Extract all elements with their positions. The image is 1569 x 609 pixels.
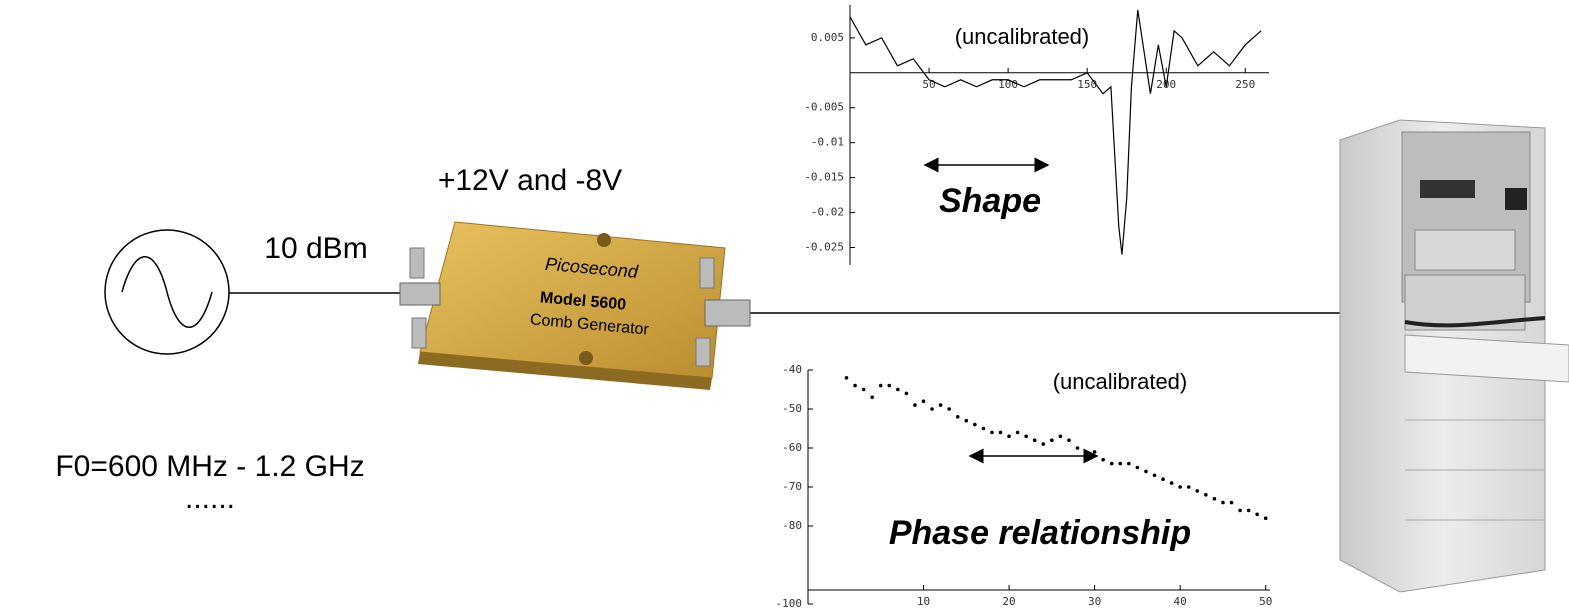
point <box>1084 450 1088 454</box>
point <box>1255 512 1259 517</box>
point <box>964 418 969 423</box>
point <box>861 387 866 392</box>
x-tick-label: 30 <box>1088 595 1101 608</box>
point <box>1067 438 1071 443</box>
point <box>853 383 857 388</box>
frequency-label: F0=600 MHz - 1.2 GHz <box>55 450 364 483</box>
point <box>1050 438 1054 443</box>
waveform <box>849 9 1262 255</box>
y-tick-label: -0.005 <box>804 101 844 114</box>
point <box>921 399 926 404</box>
point <box>990 430 994 435</box>
point <box>1075 446 1080 450</box>
y-tick-label: -0.02 <box>811 206 844 219</box>
point <box>1186 485 1191 489</box>
point <box>1195 489 1200 493</box>
point <box>1118 461 1123 466</box>
x-tick-label: 10 <box>917 595 930 608</box>
input-level: 10 dBm <box>264 232 367 265</box>
point <box>913 403 917 407</box>
x-tick-label: 50 <box>1259 595 1272 608</box>
point <box>1169 481 1174 485</box>
comb-generator: Picosecond Model 5600 Comb Generator <box>399 221 751 390</box>
point <box>1212 496 1217 501</box>
y-tick-label: -0.01 <box>811 136 844 149</box>
point <box>1135 465 1140 470</box>
point <box>947 407 951 411</box>
power-label: +12V and -8V <box>438 164 622 197</box>
point <box>1238 508 1242 513</box>
point <box>1058 434 1063 439</box>
annotation: (uncalibrated) <box>955 24 1090 49</box>
point <box>1263 516 1268 520</box>
signal-source <box>104 229 230 355</box>
point <box>973 422 977 427</box>
point <box>1101 457 1105 462</box>
y-tick-label: -70 <box>782 480 802 493</box>
y-tick-label: -80 <box>782 519 802 532</box>
point <box>1221 500 1225 505</box>
y-tick-label: -100 <box>776 597 803 609</box>
y-tick-label: -50 <box>782 402 802 415</box>
point <box>1161 477 1165 482</box>
point <box>955 415 960 419</box>
y-tick-label: -60 <box>782 441 802 454</box>
point <box>930 407 934 411</box>
annotation: Shape <box>939 182 1041 220</box>
point <box>1178 485 1182 489</box>
ellipsis: ...... <box>185 482 235 515</box>
point <box>870 395 874 400</box>
point <box>1152 473 1157 478</box>
y-tick-label: -0.025 <box>804 241 844 254</box>
point <box>1229 500 1234 505</box>
point <box>1007 434 1011 439</box>
point <box>938 403 943 407</box>
point <box>1109 461 1114 466</box>
point <box>1032 438 1037 443</box>
point <box>878 383 883 388</box>
annotation: (uncalibrated) <box>1053 369 1188 394</box>
point <box>1015 430 1020 435</box>
point <box>998 430 1003 435</box>
annotation: Phase relationship <box>889 514 1191 552</box>
point <box>1144 469 1148 474</box>
point <box>896 387 900 392</box>
y-tick-label: -40 <box>782 363 802 376</box>
x-tick-label: 20 <box>1002 595 1015 608</box>
y-tick-label: -0.015 <box>804 171 844 184</box>
x-tick-label: 100 <box>998 78 1018 91</box>
point <box>904 391 909 396</box>
point <box>981 426 986 431</box>
point <box>1041 442 1046 446</box>
x-tick-label: 150 <box>1077 78 1097 91</box>
point <box>1127 461 1131 466</box>
x-tick-label: 250 <box>1235 78 1255 91</box>
point <box>1092 450 1097 454</box>
y-tick-label: 0.005 <box>811 31 844 44</box>
point <box>1246 508 1251 513</box>
point <box>844 376 849 380</box>
x-tick-label: 40 <box>1174 595 1187 608</box>
point <box>887 383 892 388</box>
instrument-rack <box>1339 119 1569 593</box>
point <box>1024 434 1028 439</box>
point <box>1204 493 1208 497</box>
